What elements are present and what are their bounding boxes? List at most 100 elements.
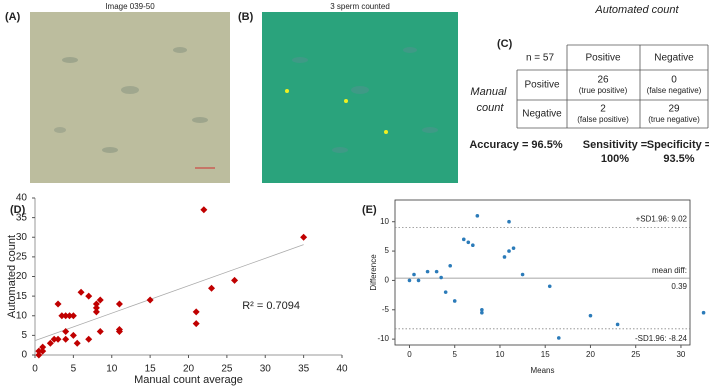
x-tick-label: 20 [586, 350, 595, 359]
plot-frame [394, 199, 691, 346]
y-tick-label: 0 [21, 350, 27, 361]
point [471, 243, 475, 248]
point [50, 335, 58, 343]
point [58, 312, 66, 320]
point [62, 312, 70, 320]
image-title: 3 sperm counted [330, 2, 390, 11]
x-axis-label: Manual count average [134, 374, 243, 386]
panel-label: (A) [5, 11, 21, 23]
y-tick-label: 20 [16, 271, 28, 282]
panel-label: (C) [497, 38, 513, 50]
point [77, 288, 85, 296]
point [62, 335, 70, 343]
point [69, 312, 77, 320]
y-tick-label: 15 [16, 291, 28, 302]
y-axis-label: Automated count [6, 235, 18, 318]
micrograph-a [30, 12, 230, 183]
point [54, 335, 62, 343]
x-axis-label: Means [530, 366, 554, 375]
x-tick-label: 10 [106, 364, 118, 375]
point [701, 310, 706, 315]
cell-count: 0 [671, 75, 677, 86]
point [434, 269, 439, 274]
point [520, 272, 525, 277]
point [443, 290, 448, 294]
x-tick-label: 25 [631, 350, 640, 359]
x-tick-label: 30 [676, 350, 685, 359]
micrograph-b [262, 12, 458, 183]
cell-count: 2 [600, 104, 606, 115]
panel-label: (B) [238, 11, 254, 23]
point [475, 214, 480, 218]
panel-label: (D) [10, 204, 26, 216]
y-tick-label: -10 [377, 334, 389, 343]
panel-label: (E) [362, 204, 377, 216]
metric: Accuracy = 96.5% [469, 139, 562, 151]
trendline [34, 244, 304, 341]
point [507, 219, 511, 224]
point [466, 240, 471, 245]
point [452, 299, 457, 303]
n-label: n = 57 [526, 53, 555, 64]
x-tick-label: 15 [541, 350, 550, 359]
reference-label: +SD1.96: 9.02 [636, 215, 688, 224]
point [480, 310, 484, 315]
point [92, 308, 100, 316]
point [448, 263, 452, 268]
point [96, 296, 104, 304]
point [192, 320, 200, 328]
x-tick-label: 25 [221, 364, 233, 375]
point [547, 284, 552, 289]
point [615, 322, 620, 327]
point [416, 278, 421, 283]
reference-label: 0.39 [671, 282, 687, 291]
cell-note: (true negative) [648, 115, 700, 124]
cell-note: (false positive) [577, 115, 629, 124]
point [412, 272, 416, 277]
cell-note: (true positive) [579, 86, 628, 95]
point [66, 312, 74, 320]
x-tick-label: 20 [183, 364, 195, 375]
cell-count: 29 [668, 104, 680, 115]
point [200, 206, 208, 214]
column-label: Negative [654, 53, 694, 64]
point [300, 233, 308, 241]
y-tick-label: 10 [16, 310, 28, 321]
row-label: Negative [522, 109, 562, 120]
y-tick-label: 40 [16, 193, 28, 204]
x-tick-label: 40 [336, 364, 348, 375]
point [192, 308, 200, 316]
point [35, 351, 43, 359]
x-tick-label: 30 [260, 364, 272, 375]
x-tick-label: 5 [71, 364, 77, 375]
x-tick-label: 15 [145, 364, 157, 375]
x-tick-label: 10 [496, 350, 505, 359]
row-label: Positive [524, 80, 559, 91]
metric: 93.5% [663, 153, 694, 165]
point [62, 327, 70, 335]
point [146, 296, 154, 304]
point [92, 304, 100, 312]
metric: 100% [601, 153, 629, 165]
point [556, 336, 561, 340]
y-tick-label: 25 [16, 252, 28, 263]
x-tick-label: 0 [32, 364, 38, 375]
point [407, 278, 412, 283]
point [54, 300, 62, 308]
column-header: Automated count [594, 4, 679, 16]
point [39, 343, 47, 351]
point [96, 327, 104, 335]
image-title: Image 039-50 [105, 2, 155, 11]
cell-note: (false negative) [647, 86, 702, 95]
point [231, 276, 239, 284]
metric: Sensitivity = [583, 139, 648, 151]
row-header: Manual count [470, 86, 509, 114]
column-label: Positive [585, 53, 620, 64]
point [588, 313, 593, 318]
point [39, 347, 47, 355]
y-tick-label: 5 [385, 246, 390, 255]
point [73, 339, 81, 347]
point [208, 284, 216, 292]
x-tick-label: 35 [298, 364, 310, 375]
